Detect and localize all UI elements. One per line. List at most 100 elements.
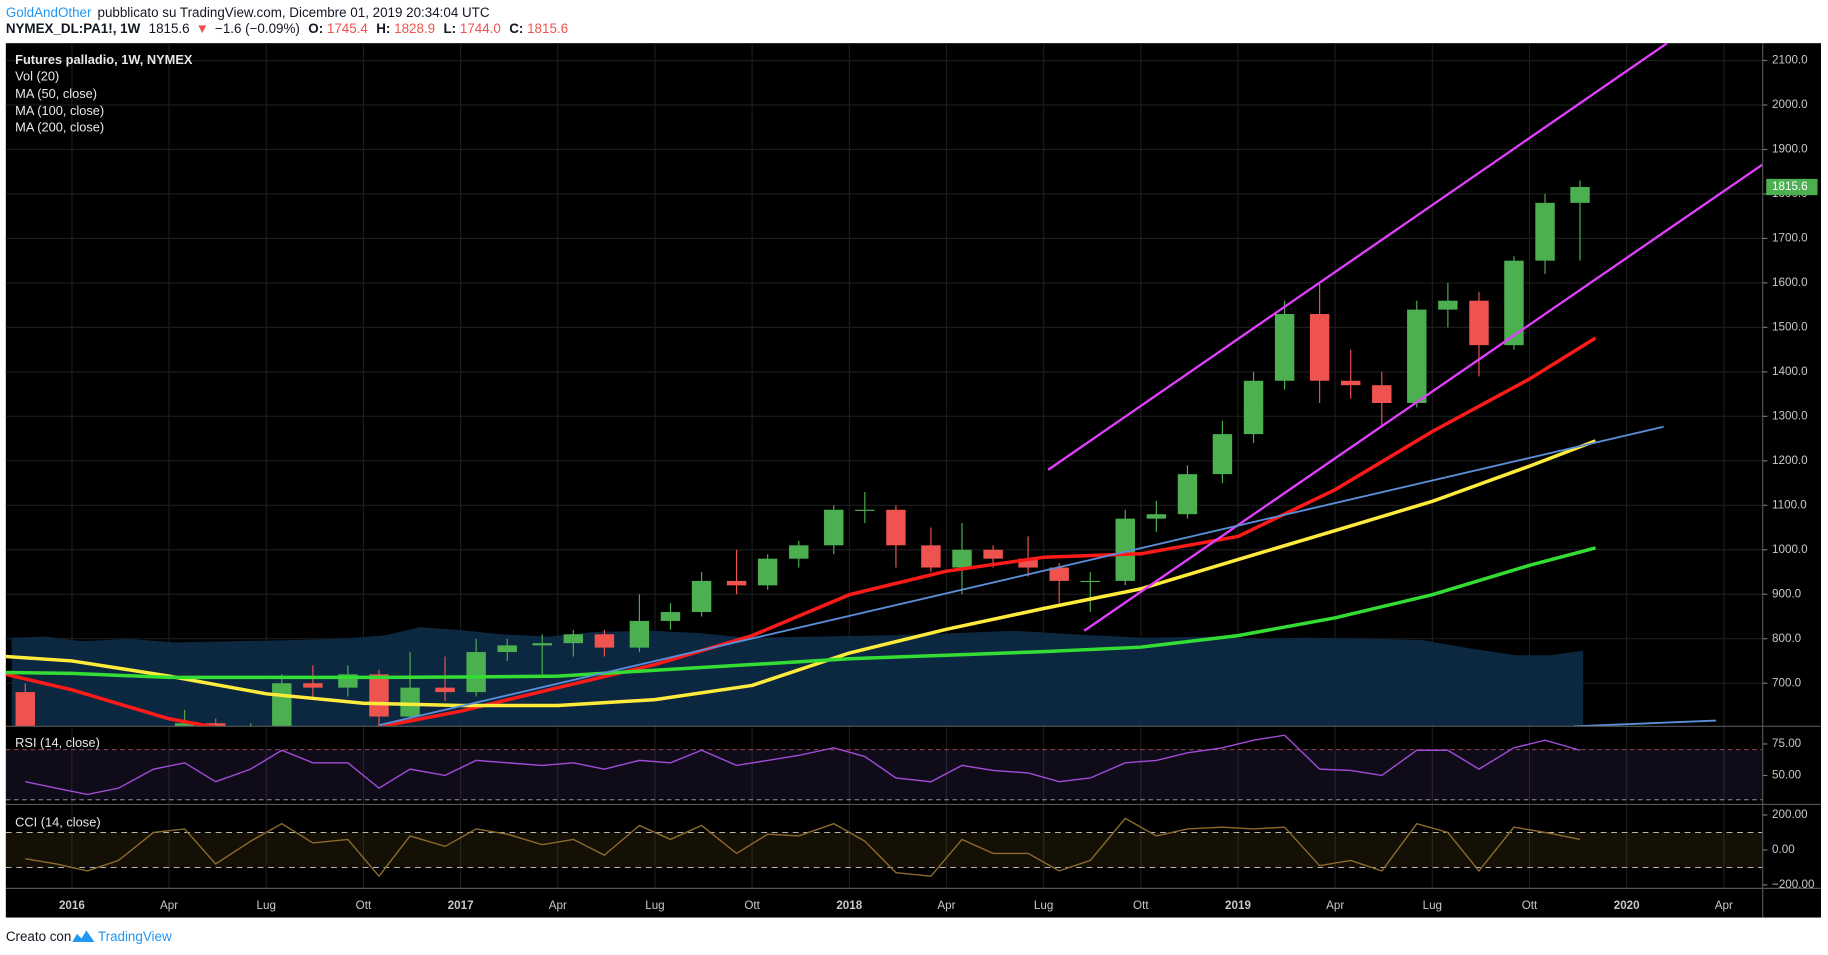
h-value: 1828.9 — [394, 21, 435, 36]
indicator-line — [25, 817, 1581, 878]
chart-background — [5, 43, 1822, 918]
last-price-box — [1766, 178, 1818, 196]
rsi-band — [5, 749, 1763, 800]
y-tick-label: −200.00 — [1772, 878, 1815, 891]
rsi-title: RSI (14, close) — [15, 735, 100, 750]
candle-body — [789, 545, 809, 559]
candle-body — [1570, 187, 1590, 203]
x-tick-label: 2016 — [59, 899, 85, 912]
candle-body — [1504, 260, 1524, 346]
candle-body — [855, 509, 875, 511]
y-tick-label: 1600.0 — [1772, 276, 1808, 289]
last-price-label: 1815.6 — [1772, 180, 1808, 193]
y-tick-label: 1400.0 — [1772, 365, 1808, 378]
y-tick-label: 1000.0 — [1772, 543, 1808, 556]
candle-body — [303, 683, 323, 688]
y-tick-label: 700.0 — [1772, 676, 1802, 689]
footer-brand[interactable]: TradingView — [98, 929, 172, 944]
y-tick-label: 900.0 — [1772, 587, 1802, 600]
candle-body — [660, 612, 681, 621]
arrow: ▼ — [196, 21, 209, 36]
moving-average — [5, 439, 1597, 708]
x-tick-label: Lug — [645, 899, 664, 912]
brand-logo[interactable] — [72, 930, 95, 943]
candle-body — [497, 645, 517, 653]
candle-body — [1469, 300, 1489, 346]
symbol: NYMEX_DL:PA1!, 1W — [6, 21, 141, 36]
candle-body — [1243, 380, 1264, 435]
y-tick-label: 200.00 — [1772, 808, 1808, 821]
moving-average — [5, 336, 1597, 727]
candle-body — [1407, 309, 1427, 403]
candle-body — [1018, 558, 1038, 568]
candle-body — [466, 652, 486, 693]
volume-legend: Vol (20) — [15, 68, 59, 83]
candle-body — [886, 509, 906, 546]
candle-body — [983, 549, 1003, 559]
indicator-pane — [25, 817, 1581, 878]
x-tick-label: 2020 — [1614, 899, 1640, 912]
candle-body — [1177, 474, 1198, 515]
support-line — [378, 425, 1664, 727]
candle-body — [594, 634, 615, 648]
legend-entry: MA (50, close) — [15, 86, 97, 101]
o-label: O: — [308, 21, 323, 36]
indicator-line — [25, 734, 1581, 796]
cci-band — [5, 832, 1763, 868]
y-tick-label: 0.00 — [1772, 843, 1795, 856]
symbol-line: NYMEX_DL:PA1!, 1W 1815.6 ▼ −1.6 (−0.09%)… — [6, 21, 568, 36]
candle-body — [757, 558, 778, 586]
x-tick-label: Ott — [356, 899, 372, 912]
y-tick-label: 1200.0 — [1772, 454, 1808, 467]
legend-entry: MA (200, close) — [15, 120, 104, 135]
support-line-2 — [1573, 719, 1717, 727]
candle-body — [726, 580, 747, 586]
x-tick-label: Apr — [549, 899, 567, 912]
l-label: L: — [444, 21, 457, 36]
x-tick-label: Apr — [1326, 899, 1344, 912]
c-value: 1815.6 — [527, 21, 568, 36]
cci-title: CCI (14, close) — [15, 814, 100, 829]
y-tick-label: 1900.0 — [1772, 143, 1808, 156]
candle-body — [435, 687, 455, 693]
publish-line: GoldAndOther pubblicato su TradingView.c… — [6, 4, 490, 19]
candle-body — [563, 634, 584, 644]
candle-body — [400, 687, 420, 717]
candle-body — [629, 620, 650, 648]
x-tick-label: Apr — [160, 899, 178, 912]
y-tick-label: 1100.0 — [1772, 498, 1807, 511]
y-tick-label: 2100.0 — [1772, 54, 1808, 67]
candle-body — [1309, 314, 1330, 381]
candle-body — [1438, 300, 1458, 310]
candle-body — [1535, 202, 1555, 261]
x-tick-label: Apr — [937, 899, 955, 912]
x-tick-label: 2017 — [448, 899, 474, 912]
legend-entry: MA (100, close) — [15, 103, 104, 118]
candle-body — [952, 549, 972, 568]
x-tick-label: Lug — [1034, 899, 1053, 912]
trend-lines — [378, 43, 1763, 727]
indicator-pane — [25, 734, 1581, 796]
candle-body — [921, 545, 941, 568]
candle-body — [1115, 518, 1135, 581]
l-value: 1744.0 — [460, 21, 501, 36]
y-tick-label: 1700.0 — [1772, 232, 1808, 245]
y-tick-label: 1300.0 — [1772, 409, 1808, 422]
author[interactable]: GoldAndOther — [6, 4, 92, 19]
last: 1815.6 — [149, 21, 190, 36]
channel-lower — [1083, 163, 1763, 632]
x-tick-label: 2019 — [1225, 899, 1251, 912]
candle-body — [532, 643, 552, 646]
published: pubblicato su TradingView.com, Dicembre … — [98, 4, 490, 19]
o-value: 1745.4 — [327, 21, 369, 36]
y-tick-label: 75.00 — [1772, 737, 1802, 750]
candle-body — [1212, 434, 1233, 475]
y-tick-label: 2000.0 — [1772, 98, 1808, 111]
h-label: H: — [376, 21, 390, 36]
chart-title: Futures palladio, 1W, NYMEX — [15, 52, 193, 67]
candle-body — [174, 723, 195, 727]
y-tick-label: 1500.0 — [1772, 320, 1808, 333]
x-tick-label: Ott — [744, 899, 760, 912]
x-tick-label: Apr — [1715, 899, 1733, 912]
